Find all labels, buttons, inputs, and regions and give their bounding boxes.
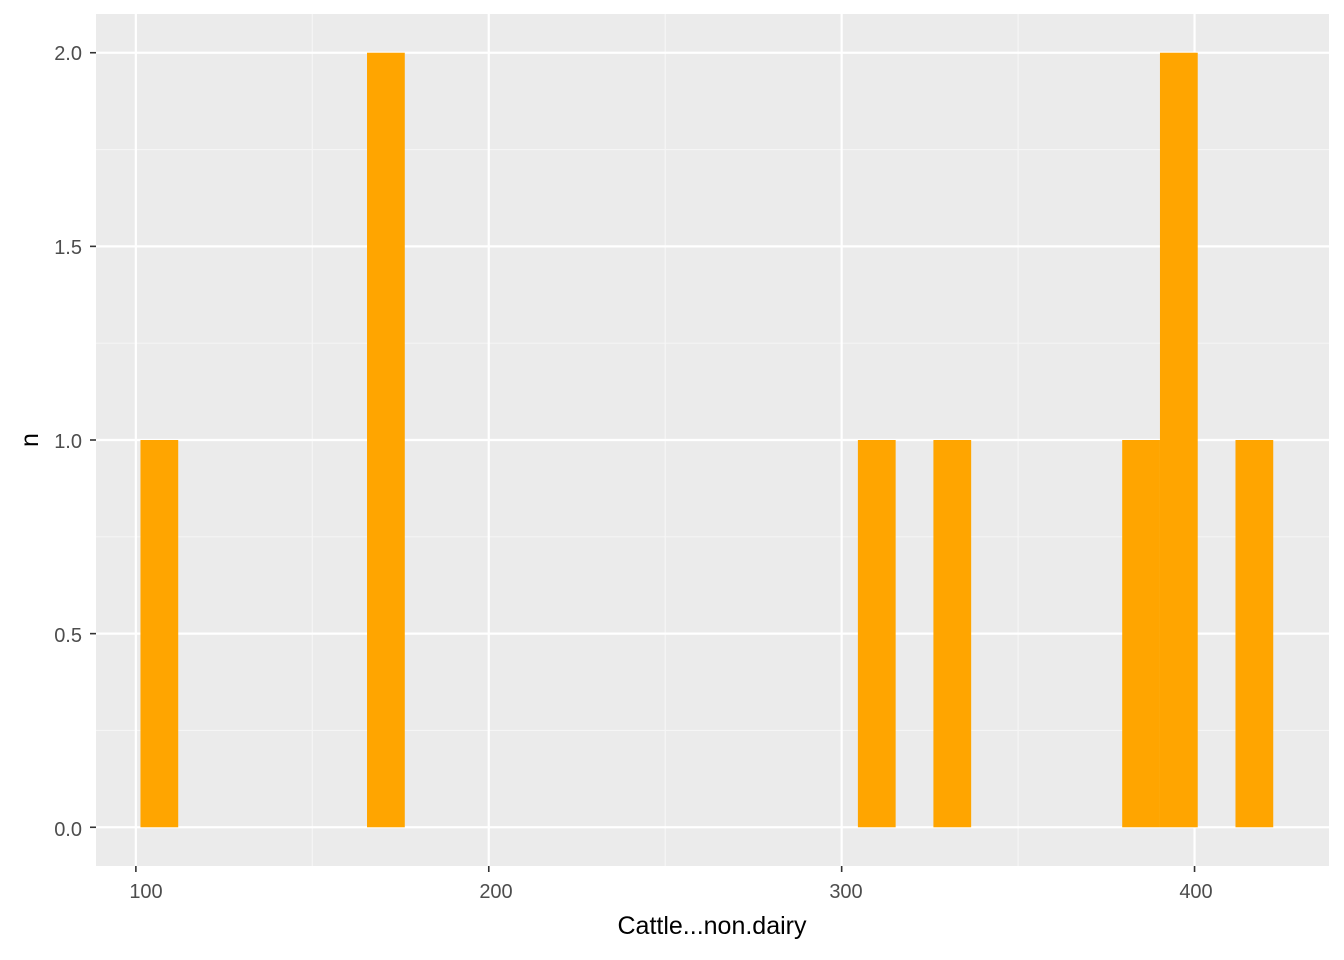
x-tick-label: 300 (829, 881, 862, 903)
y-tick-label: 0.0 (54, 819, 82, 841)
x-tick-label: 200 (479, 881, 512, 903)
histogram-bar (857, 440, 896, 828)
y-tick-label: 0.5 (54, 625, 82, 647)
histogram-bar (933, 440, 972, 828)
histogram-bar (140, 440, 179, 828)
histogram-bar (1122, 440, 1160, 828)
x-tick-label: 100 (129, 881, 162, 903)
y-tick-label: 1.5 (54, 237, 82, 259)
x-axis: 100 200 300 400 (129, 866, 1213, 903)
histogram-bar (1159, 52, 1198, 828)
y-axis: 0.0 0.5 1.0 1.5 2.0 (54, 43, 96, 841)
y-tick-label: 1.0 (54, 431, 82, 453)
histogram-bar (367, 52, 405, 828)
histogram-bars (140, 52, 1274, 828)
x-tick-label: 400 (1179, 881, 1212, 903)
y-tick-label: 2.0 (54, 43, 82, 65)
x-axis-title: Cattle...non.dairy (618, 912, 807, 940)
histogram-bar (1235, 440, 1274, 828)
y-axis-title: n (16, 433, 44, 447)
